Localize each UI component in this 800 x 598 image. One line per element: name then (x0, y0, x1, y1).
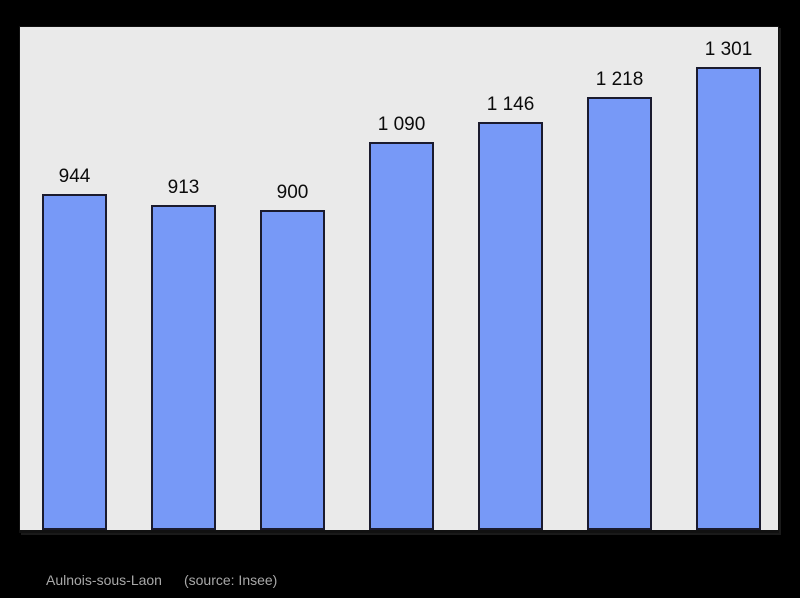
bar-group: 1 146 (478, 27, 543, 532)
bar-group: 1 090 (369, 27, 434, 532)
bar[interactable] (478, 122, 543, 530)
bar-value-label: 913 (167, 177, 200, 198)
bar-group: 944 (42, 27, 107, 532)
bar-value-label: 1 218 (595, 69, 644, 90)
bar-value-label: 1 090 (377, 114, 426, 135)
bar-value-label: 900 (276, 182, 309, 203)
bar-group: 900 (260, 27, 325, 532)
bar[interactable] (151, 205, 216, 530)
bar-value-label: 1 301 (704, 39, 753, 60)
bar-group: 1 218 (587, 27, 652, 532)
bar[interactable] (42, 194, 107, 530)
bar[interactable] (587, 97, 652, 530)
bar[interactable] (260, 210, 325, 530)
bar[interactable] (369, 142, 434, 530)
caption-place: Aulnois-sous-Laon (46, 572, 162, 588)
bar-value-label: 944 (58, 166, 91, 187)
plot-area: 944 913 900 1 090 1 146 1 218 (19, 26, 779, 533)
bars-layer: 944 913 900 1 090 1 146 1 218 (20, 27, 778, 532)
bar-group: 913 (151, 27, 216, 532)
chart-caption: Aulnois-sous-Laon (source: Insee) (46, 571, 277, 589)
caption-source: (source: Insee) (183, 572, 278, 588)
bar[interactable] (696, 67, 761, 530)
x-axis-baseline (20, 530, 778, 532)
bar-group: 1 301 (696, 27, 761, 532)
bar-value-label: 1 146 (486, 94, 535, 115)
